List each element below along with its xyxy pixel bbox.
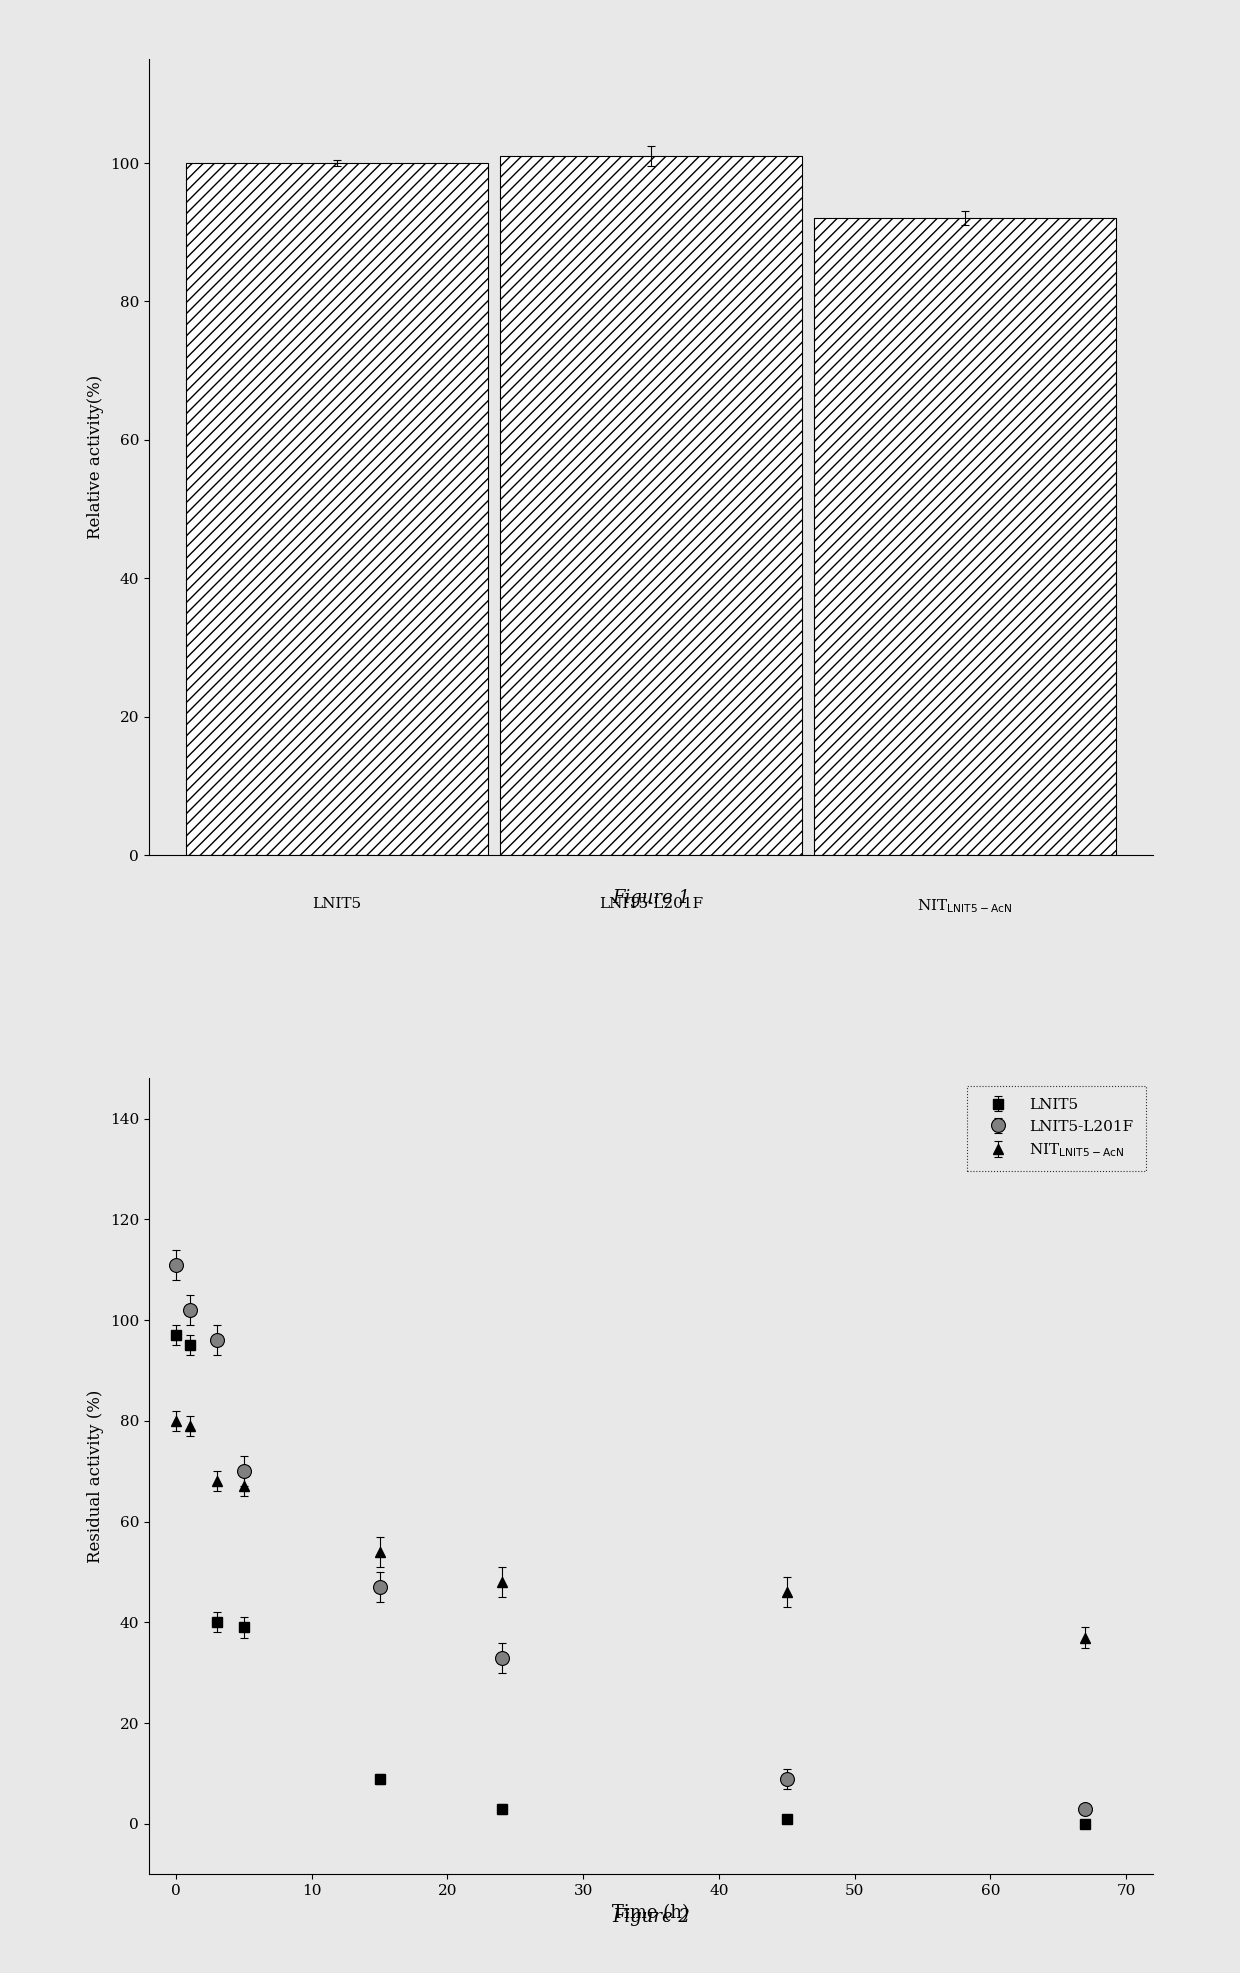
Title: Figure 2: Figure 2 [613,1908,689,1926]
X-axis label: Time (h): Time (h) [613,1904,689,1922]
Text: NIT$_{\mathrm{LNIT5-AcN}}$: NIT$_{\mathrm{LNIT5-AcN}}$ [918,898,1013,915]
Y-axis label: Residual activity (%): Residual activity (%) [87,1389,104,1563]
Bar [815,219,1116,856]
Text: LNIT5: LNIT5 [312,898,362,912]
Bar [501,156,802,856]
Text: LNIT5-L201F: LNIT5-L201F [599,898,703,912]
Title: Figure 1: Figure 1 [613,890,689,908]
Y-axis label: Relative activity(%): Relative activity(%) [87,375,104,539]
Bar [186,164,487,856]
Legend: LNIT5, LNIT5-L201F, NIT$_{\mathrm{LNIT5-AcN}}$: LNIT5, LNIT5-L201F, NIT$_{\mathrm{LNIT5-… [966,1085,1146,1172]
